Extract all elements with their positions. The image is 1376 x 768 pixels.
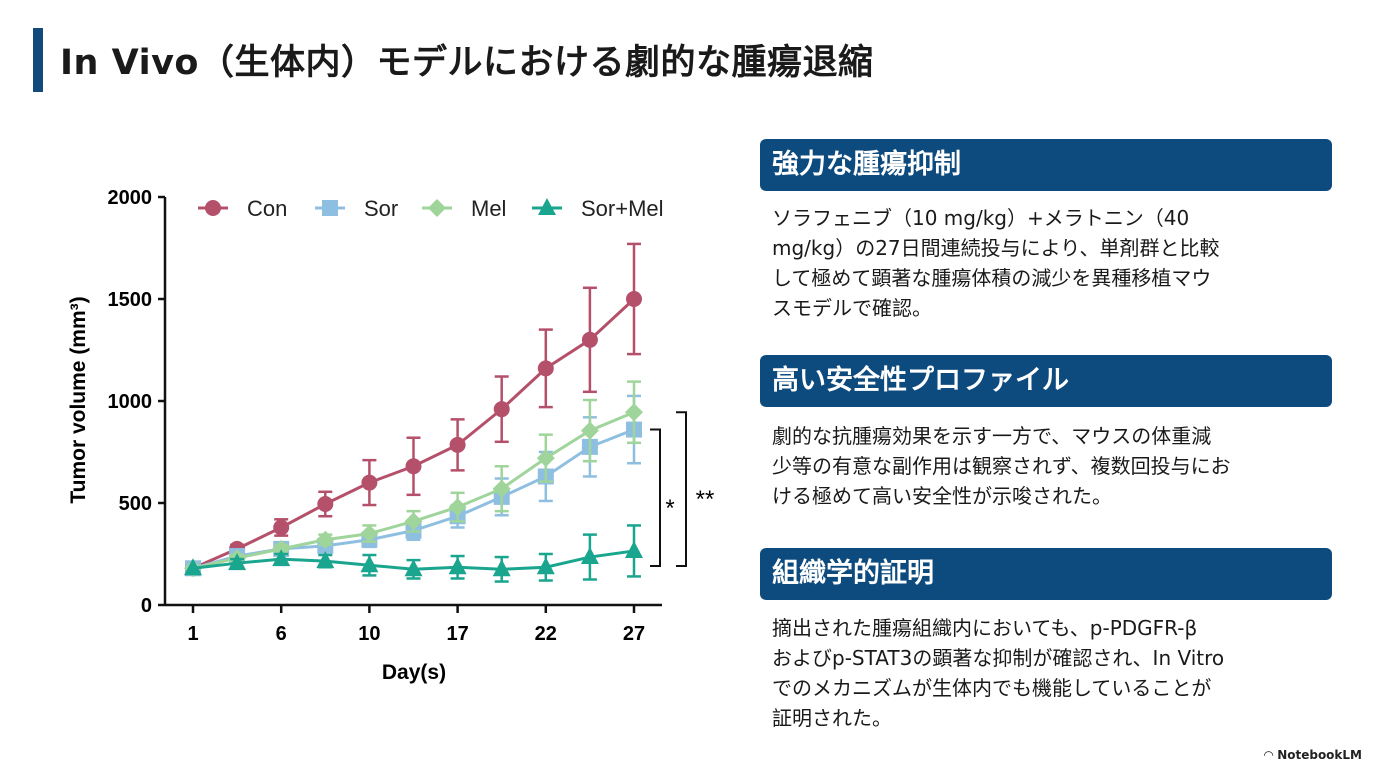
significance-bracket — [676, 411, 687, 567]
significance-label: * — [665, 495, 674, 522]
data-point-con — [405, 458, 422, 475]
data-point-mel — [580, 421, 599, 440]
panel-heading-tumor-suppression: 強力な腫瘍抑制 — [760, 139, 1332, 191]
text-line: して極めて顕著な腫瘍体積の減少を異種移植マウ — [772, 266, 1212, 290]
y-axis-label: Tumor volume (mm³) — [67, 296, 90, 503]
data-point-sor-mel — [536, 557, 555, 575]
data-point-con — [626, 291, 642, 307]
y-tick-label: 0 — [141, 595, 152, 617]
legend-marker-mel — [428, 199, 446, 217]
x-tick-label: 1 — [187, 623, 198, 645]
x-tick-label: 27 — [623, 623, 645, 645]
data-point-mel — [625, 403, 643, 422]
notebooklm-logo-icon: ◠ — [1263, 748, 1274, 762]
panel-text-safety: 劇的な抗腫瘍効果を示す一方で、マウスの体重減 少等の有意な副作用は観察されず、複… — [772, 421, 1332, 511]
panel-text-tumor-suppression: ソラフェニブ（10 mg/kg）+メラトニン（40 mg/kg）の27日間連続投… — [772, 203, 1332, 323]
panel-heading-histology: 組織学的証明 — [760, 548, 1332, 600]
data-point-con — [449, 436, 466, 453]
text-line: 少等の有意な副作用は観察されず、複数回投与にお — [772, 454, 1231, 478]
panel-heading-safety: 高い安全性プロファイル — [760, 355, 1332, 407]
legend-marker-sor — [322, 200, 338, 216]
data-point-con — [493, 401, 510, 418]
text-line: 劇的な抗腫瘍効果を示す一方で、マウスの体重減 — [772, 424, 1212, 448]
data-point-sor-mel — [360, 555, 379, 573]
data-point-mel — [404, 512, 423, 531]
legend-label-mel: Mel — [471, 196, 506, 221]
text-line: ける極めて高い安全性が示唆された。 — [772, 484, 1112, 508]
significance-label: ** — [696, 486, 715, 513]
data-point-sor-mel — [272, 549, 291, 567]
title-accent-bar — [33, 28, 43, 92]
data-point-sor-mel — [184, 558, 202, 576]
data-point-sor-mel — [625, 540, 643, 558]
data-point-con — [537, 360, 554, 377]
x-tick-label: 6 — [276, 623, 287, 645]
data-point-mel — [360, 524, 379, 543]
data-point-mel — [316, 530, 335, 549]
text-line: スモデルで確認。 — [772, 296, 932, 320]
y-tick-label: 2000 — [108, 187, 153, 209]
data-point-sor-mel — [404, 559, 423, 577]
x-axis-label: Day(s) — [382, 661, 446, 684]
text-line: 証明された。 — [772, 706, 892, 730]
data-point-sor-mel — [316, 551, 335, 569]
x-tick-label: 22 — [535, 623, 557, 645]
y-tick-label: 1000 — [108, 391, 153, 413]
y-tick-label: 1500 — [108, 289, 153, 311]
notebooklm-watermark: ◠ NotebookLM — [1264, 748, 1362, 762]
data-point-sor-mel — [492, 559, 511, 577]
data-point-mel — [492, 479, 511, 498]
y-tick-label: 500 — [119, 493, 152, 515]
text-line: でのメカニズムが生体内でも機能していることが — [772, 676, 1212, 700]
page-title: In Vivo（生体内）モデルにおける劇的な腫瘍退縮 — [60, 43, 874, 83]
data-point-sor-mel — [580, 547, 599, 565]
data-point-mel — [536, 449, 555, 468]
panel-text-histology: 摘出された腫瘍組織内においても、p-PDGFR-β およびp-STAT3の顕著な… — [772, 613, 1332, 733]
data-point-con — [273, 519, 290, 536]
significance-bracket — [650, 428, 661, 567]
data-point-sor-mel — [448, 557, 467, 575]
data-point-con — [317, 496, 334, 513]
legend-marker-con — [205, 200, 221, 216]
watermark-text: NotebookLM — [1277, 748, 1362, 762]
text-line: mg/kg）の27日間連続投与により、単剤群と比較 — [772, 236, 1220, 260]
data-point-sor-mel — [228, 553, 247, 571]
data-point-mel — [448, 498, 467, 517]
data-point-con — [361, 474, 378, 491]
text-line: およびp-STAT3の顕著な抑制が確認され、In Vitro — [772, 646, 1225, 670]
legend-label-sor: Sor — [364, 196, 398, 221]
legend-label-con: Con — [247, 196, 287, 221]
text-line: 摘出された腫瘍組織内においても、p-PDGFR-β — [772, 616, 1198, 640]
text-line: ソラフェニブ（10 mg/kg）+メラトニン（40 — [772, 206, 1190, 230]
legend-label-sor-mel: Sor+Mel — [581, 196, 664, 221]
x-tick-label: 17 — [446, 623, 468, 645]
legend-marker-sor-mel — [538, 198, 556, 215]
x-tick-label: 10 — [358, 623, 380, 645]
data-point-con — [581, 331, 598, 348]
